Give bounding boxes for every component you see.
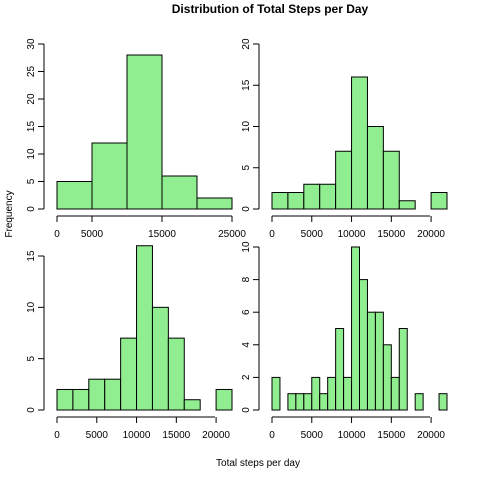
histogram-bar xyxy=(88,378,106,411)
histogram-panel-1: 0 5000 15000 25000 0 5 10 15 20 25 30 xyxy=(26,38,246,240)
histogram-bar xyxy=(335,150,353,210)
histogram-bar xyxy=(366,311,376,411)
y-tick-label: 4 xyxy=(241,342,252,348)
histogram-bar xyxy=(287,192,305,210)
x-tick-label: 0 xyxy=(269,229,275,240)
histogram-bar xyxy=(319,393,329,411)
histogram-bar xyxy=(91,142,128,210)
x-tick-label: 10000 xyxy=(123,430,151,441)
x-tick-label: 15000 xyxy=(377,430,405,441)
x-tick-label: 15000 xyxy=(162,430,190,441)
shared-x-axis-label: Total steps per day xyxy=(216,458,300,469)
shared-y-axis-label: Frequency xyxy=(4,190,15,237)
histogram-bar xyxy=(414,393,424,411)
y-tick-label: 8 xyxy=(241,276,252,282)
histogram-panel-4: 0 5000 10000 15000 20000 0 2 4 6 8 10 xyxy=(241,241,448,441)
histogram-bar xyxy=(382,150,400,210)
histogram-panel-3: 0 5000 10000 15000 20000 0 5 10 15 xyxy=(26,245,233,441)
y-tick-label: 15 xyxy=(26,121,37,133)
x-tick-label: 0 xyxy=(54,229,60,240)
histogram-bar xyxy=(56,388,74,411)
histogram-bar xyxy=(366,126,384,210)
histogram-bar xyxy=(374,311,384,411)
figure-title: Distribution of Total Steps per Day xyxy=(172,2,369,16)
y-tick-label: 2 xyxy=(241,374,252,380)
x-tick-label: 15000 xyxy=(377,229,405,240)
y-tick-label: 0 xyxy=(26,407,37,413)
histogram-panel-2: 0 5000 10000 15000 20000 0 5 10 15 20 xyxy=(241,38,448,240)
x-tick-label: 15000 xyxy=(148,229,176,240)
histogram-bar xyxy=(438,393,448,411)
y-tick-label: 10 xyxy=(241,241,252,253)
y-tick-label: 30 xyxy=(26,38,37,50)
histogram-bar xyxy=(343,376,353,411)
histogram-bar xyxy=(151,306,169,411)
y-tick-label: 20 xyxy=(241,38,252,50)
histogram-bar xyxy=(56,181,93,210)
x-tick-label: 0 xyxy=(269,430,275,441)
y-tick-label: 0 xyxy=(241,206,252,212)
x-tick-label: 20000 xyxy=(417,430,445,441)
x-tick-label: 10000 xyxy=(338,430,366,441)
histogram-bar xyxy=(295,393,305,411)
y-tick-label: 25 xyxy=(26,66,37,78)
x-tick-label: 5000 xyxy=(301,229,324,240)
y-tick-label: 20 xyxy=(26,93,37,105)
histogram-bar xyxy=(303,183,321,210)
histogram-bar xyxy=(351,246,360,411)
histogram-bar xyxy=(126,54,163,210)
y-tick-label: 10 xyxy=(241,121,252,133)
histogram-bar xyxy=(398,200,416,210)
y-tick-label: 15 xyxy=(26,250,37,262)
y-tick-label: 0 xyxy=(26,206,37,212)
histogram-bar xyxy=(351,76,368,210)
x-tick-label: 5000 xyxy=(86,430,109,441)
y-tick-label: 5 xyxy=(26,178,37,184)
histogram-bar xyxy=(161,175,198,210)
x-tick-label: 20000 xyxy=(202,430,230,441)
y-tick-label: 5 xyxy=(241,165,252,171)
histogram-bar xyxy=(167,337,185,411)
y-tick-label: 6 xyxy=(241,309,252,315)
histogram-bar xyxy=(335,328,345,411)
histogram-bar xyxy=(215,388,233,411)
histogram-bar xyxy=(311,376,321,411)
histogram-bar xyxy=(398,328,408,411)
x-tick-label: 5000 xyxy=(81,229,104,240)
histogram-bar xyxy=(287,393,297,411)
histogram-bar xyxy=(390,376,400,411)
histogram-bar xyxy=(196,197,233,210)
x-tick-label: 5000 xyxy=(301,430,324,441)
histogram-bar xyxy=(136,245,153,411)
x-tick-label: 10000 xyxy=(338,229,366,240)
histogram-bar xyxy=(430,192,448,210)
histogram-bar xyxy=(72,388,90,411)
x-tick-label: 20000 xyxy=(417,229,445,240)
histogram-bar xyxy=(120,337,138,411)
y-tick-label: 0 xyxy=(241,407,252,413)
x-tick-label: 0 xyxy=(54,430,60,441)
x-tick-label: 25000 xyxy=(218,229,246,240)
histogram-bar xyxy=(271,376,281,411)
histogram-bar xyxy=(382,344,392,411)
histogram-bar xyxy=(359,279,368,411)
histogram-bar xyxy=(319,183,337,210)
y-tick-label: 10 xyxy=(26,301,37,313)
histogram-bar xyxy=(104,378,122,411)
y-tick-label: 5 xyxy=(26,355,37,361)
histogram-bar xyxy=(327,376,337,411)
y-tick-label: 10 xyxy=(26,148,37,160)
y-tick-label: 15 xyxy=(241,79,252,91)
histogram-bar xyxy=(271,192,289,210)
histogram-bar xyxy=(303,393,313,411)
histogram-bar xyxy=(183,399,201,411)
